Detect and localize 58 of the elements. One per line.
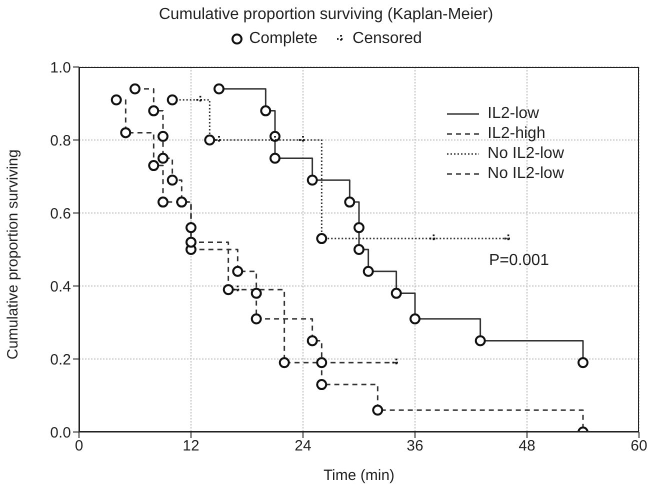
point [204,134,216,146]
point [306,335,318,346]
annotation: P=0.001 [489,252,550,270]
point [344,196,356,208]
point [158,196,168,208]
x-tick-label: 60 [630,438,648,455]
x-axis-title: Time (min) [323,467,395,484]
point [260,105,272,116]
point [306,174,318,186]
x-tick-label: 12 [182,438,200,455]
point [166,94,178,106]
x-tick-label: 24 [294,438,312,455]
point [222,284,234,296]
point [354,222,364,234]
point [158,152,168,164]
point [410,313,420,324]
y-tick-label: 0.0 [50,424,71,442]
point [250,288,262,299]
x-tick-label: 48 [518,438,536,455]
y-tick-label: 0.6 [50,205,71,222]
point [316,233,328,244]
point [390,288,402,299]
point [362,266,374,277]
point [166,174,178,186]
point [250,313,262,324]
y-tick-label: 0.8 [50,132,71,150]
chart-title: Cumulative proportion surviving (Kaplan-Meier) [158,6,494,24]
y-axis-title: Cumulative proportion surviving [4,149,22,360]
point [474,335,486,346]
legend-label: Complete [248,30,318,48]
y-tick-label: 1.0 [50,59,71,76]
point [186,222,196,234]
point [354,244,364,255]
y-tick-label: 0.4 [50,278,71,296]
point [232,266,244,277]
point [316,379,328,390]
legend-label: No IL2-low [486,165,564,183]
point [148,160,160,172]
point [316,357,328,368]
legend-label: Censored [352,30,422,48]
legend-label: IL2-low [486,105,540,123]
point [158,130,168,142]
x-tick-label: 36 [406,438,424,455]
legend-label: No IL2-low [486,145,564,163]
point [214,83,224,94]
point [270,152,280,164]
point [278,357,290,368]
point [176,196,188,208]
legend-label: IL2-high [486,125,546,143]
x-tick-label: 0 [74,438,84,455]
y-tick-label: 0.2 [50,351,71,368]
point [578,357,588,368]
point [130,83,140,94]
point [186,236,196,248]
point [148,105,160,116]
point [372,404,384,416]
point [120,127,132,138]
point [110,94,122,106]
